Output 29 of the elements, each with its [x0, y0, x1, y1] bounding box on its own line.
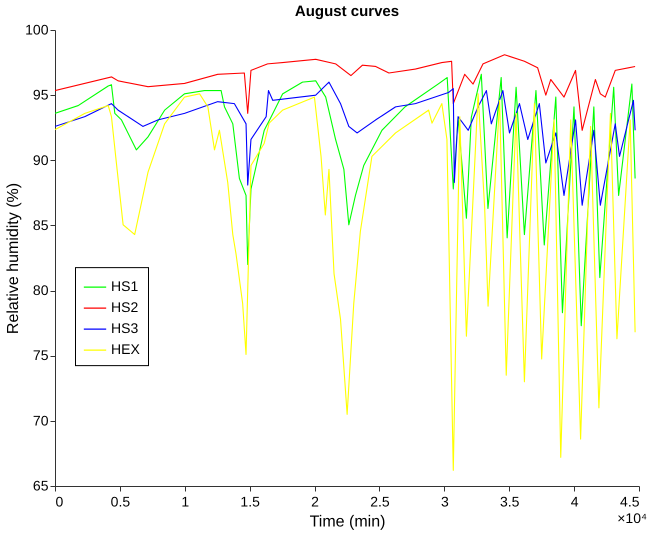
legend-label: HS2 — [111, 299, 138, 316]
y-tick-label: 95 — [32, 86, 49, 103]
line-series — [55, 82, 636, 206]
x-axis-title: Time (min) — [310, 514, 386, 530]
y-tick-label: 70 — [32, 412, 49, 428]
y-tick-label: 100 — [25, 22, 49, 38]
legend-label: HS1 — [111, 278, 138, 294]
y-tick-label: 90 — [32, 152, 49, 168]
x-tick-label: 4.5 — [620, 494, 640, 510]
x-tick-label: 4 — [570, 494, 579, 510]
y-axis-title: Relative humidity (%) — [5, 182, 22, 334]
x-tick-label: 1 — [181, 494, 190, 510]
x-tick-label: 0 — [56, 494, 64, 510]
y-tick-label: 85 — [32, 216, 49, 233]
legend-label: HS3 — [111, 320, 138, 336]
x-tick-label: 3.5 — [500, 494, 520, 510]
line-series — [55, 54, 636, 131]
x-tick-label: 1.5 — [240, 494, 260, 510]
y-tick-label: 65 — [32, 478, 49, 494]
x-tick-label: 0.5 — [110, 494, 130, 510]
y-tick-label: 80 — [32, 282, 49, 298]
line-series — [55, 93, 636, 471]
x-tick-label: 3 — [440, 494, 449, 510]
x-tick-label: 2 — [311, 494, 320, 510]
text: ×10⁴ — [617, 510, 647, 526]
legend-label: HEX — [111, 341, 140, 358]
x-tick-label: 2.5 — [370, 494, 390, 510]
y-tick-label: 75 — [32, 347, 49, 364]
chart-title: August curves — [294, 3, 400, 20]
